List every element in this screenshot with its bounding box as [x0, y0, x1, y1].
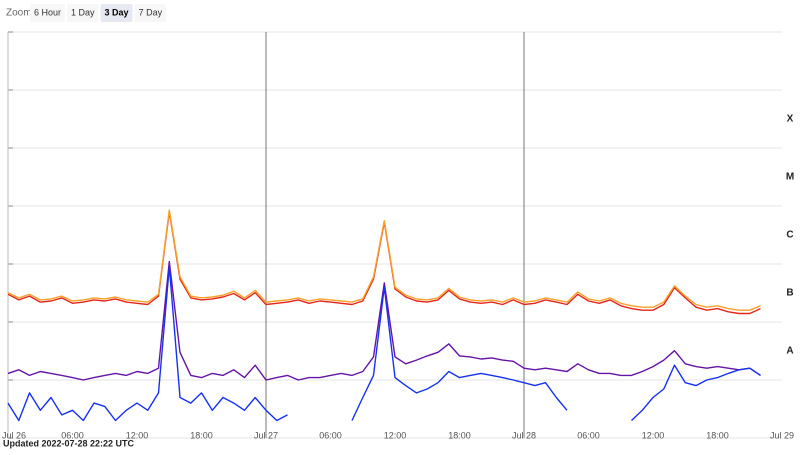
zoom-label: Zoom — [6, 8, 32, 19]
x-tick-label: 06:00 — [577, 430, 600, 440]
zoom-button-label[interactable]: 6 Hour — [34, 7, 61, 17]
zoom-button[interactable]: 1 Day — [67, 4, 99, 22]
zoom-button-label[interactable]: 7 Day — [139, 7, 163, 17]
zoom-button-label[interactable]: 3 Day — [105, 7, 129, 17]
x-tick-label: 06:00 — [319, 430, 342, 440]
zoom-button-bg[interactable] — [134, 4, 167, 22]
x-tick-label: 12:00 — [126, 430, 149, 440]
class-label: X — [787, 114, 794, 125]
updated-label: Updated 2022-07-28 22:22 UTC — [3, 438, 135, 448]
x-tick-label: Jul 28 — [512, 430, 536, 440]
x-tick-label: 18:00 — [190, 430, 213, 440]
x-tick-label: 18:00 — [448, 430, 471, 440]
zoom-button[interactable]: 3 Day — [100, 4, 133, 22]
class-label: M — [786, 172, 794, 183]
x-tick-label: 12:00 — [384, 430, 407, 440]
flux-line — [351, 286, 568, 421]
class-label: B — [786, 288, 793, 299]
flux-line — [7, 266, 288, 422]
x-tick-label: 12:00 — [642, 430, 665, 440]
x-tick-label: 06:00 — [61, 430, 84, 440]
flux-line — [7, 260, 761, 381]
flux-line — [631, 364, 761, 422]
x-tick-label: Jul 26 — [2, 430, 26, 440]
x-tick-label: 18:00 — [706, 430, 729, 440]
zoom-button[interactable]: 6 Hour — [30, 4, 66, 22]
zoom-button-bg[interactable] — [100, 4, 133, 22]
flux-line — [7, 209, 761, 311]
x-tick-label: Jul 29 — [770, 430, 794, 440]
zoom-button[interactable]: 7 Day — [134, 4, 167, 22]
x-tick-label: Jul 27 — [254, 430, 278, 440]
class-label: C — [786, 230, 793, 241]
zoom-button-bg[interactable] — [67, 4, 99, 22]
class-label: A — [786, 346, 793, 357]
zoom-button-bg[interactable] — [30, 4, 66, 22]
zoom-button-label[interactable]: 1 Day — [71, 7, 95, 17]
